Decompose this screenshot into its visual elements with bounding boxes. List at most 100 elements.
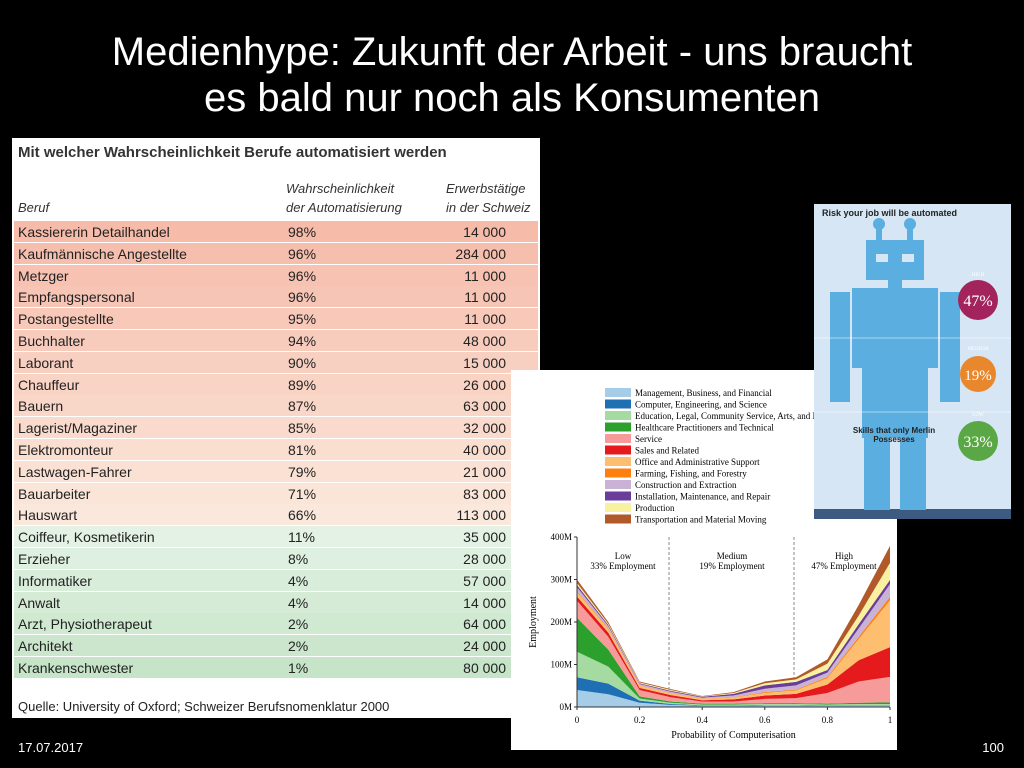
cell-probability: 71%	[288, 485, 317, 502]
cell-probability: 2%	[288, 638, 309, 655]
cell-name: Kaufmännische Angestellte	[18, 245, 187, 262]
cell-employment: 11 000	[464, 289, 506, 306]
slide-title: es bald nur noch als Konsumenten	[204, 76, 820, 120]
cell-employment: 113 000	[456, 507, 506, 524]
floor	[814, 509, 1011, 519]
annotation: Low	[615, 551, 632, 561]
cell-probability: 2%	[288, 616, 309, 633]
x-tick-label: 0.2	[634, 715, 645, 725]
annotation: High	[835, 551, 854, 561]
table-row: Coiffeur, Kosmetikerin 11% 35 000	[14, 526, 538, 548]
cell-probability: 94%	[288, 333, 317, 349]
legend-label: Transportation and Material Moving	[635, 515, 767, 525]
legend-label: Construction and Extraction	[635, 480, 737, 490]
cell-employment: 284 000	[455, 245, 506, 262]
y-axis-label: Employment	[528, 596, 539, 648]
column-header: Erwerbstätige in der Schweiz	[446, 181, 531, 215]
cell-name: Elektromonteur	[18, 442, 113, 458]
y-tick-label: 200M	[550, 617, 572, 627]
cell-probability: 79%	[288, 463, 317, 480]
legend-swatch	[605, 503, 631, 512]
table-row: Informatiker 4% 57 000	[14, 569, 538, 591]
table-row: Bauern 87% 63 000	[14, 395, 538, 417]
risk-level: MEDIUM	[968, 347, 989, 352]
cell-employment: 35 000	[463, 529, 506, 546]
cell-probability: 4%	[288, 594, 309, 611]
table-row: Hauswart 66% 113 000	[14, 504, 538, 526]
cell-employment: 83 000	[463, 485, 506, 502]
cell-name: Lastwagen-Fahrer	[18, 463, 132, 480]
x-tick-label: 1	[888, 715, 893, 725]
legend-label: Production	[635, 503, 675, 513]
cell-name: Bauern	[18, 398, 64, 415]
risk-level: HIGH	[972, 273, 985, 278]
robot-eye	[902, 254, 914, 262]
legend-label: Computer, Engineering, and Science	[635, 400, 767, 410]
legend-swatch	[605, 480, 631, 489]
table-row: Lagerist/Magaziner 85% 32 000	[14, 417, 538, 439]
x-tick-label: 0	[575, 715, 580, 725]
cell-employment: 11 000	[464, 311, 506, 328]
cell-employment: 40 000	[463, 442, 506, 458]
cell-name: Buchhalter	[18, 333, 85, 349]
cell-probability: 98%	[288, 224, 317, 240]
risk-circle	[958, 280, 998, 320]
legend-label: Farming, Fishing, and Forestry	[635, 469, 747, 479]
cell-employment: 14 000	[463, 594, 506, 611]
column-header: Wahrscheinlichkeit der Automatisierung	[286, 181, 402, 215]
cell-employment: 15 000	[463, 354, 506, 371]
annotation: 47% Employment	[811, 561, 877, 571]
caption-box: Skills that only Merlin Possesses	[852, 426, 936, 444]
table-row: Laborant 90% 15 000	[14, 351, 538, 373]
cell-name: Bauarbeiter	[18, 485, 91, 502]
table-row: Bauarbeiter 71% 83 000	[14, 482, 538, 504]
legend-label: Service	[635, 434, 662, 444]
y-tick-label: 100M	[550, 660, 572, 670]
cell-probability: 96%	[288, 267, 317, 284]
legend-swatch	[605, 399, 631, 409]
robot	[830, 218, 960, 510]
page-number: 100	[982, 740, 1004, 755]
table-row: Kaufmännische Angestellte 96% 284 000	[14, 242, 538, 264]
legend-swatch	[605, 457, 631, 466]
table-row: Lastwagen-Fahrer 79% 21 000	[14, 460, 538, 482]
table-row: Arzt, Physiotherapeut 2% 64 000	[14, 613, 538, 635]
legend-swatch	[605, 445, 631, 455]
cell-name: Empfangspersonal	[18, 289, 135, 306]
cell-employment: 26 000	[463, 376, 506, 393]
cell-employment: 24 000	[463, 638, 506, 655]
table-row: Empfangspersonal 96% 11 000	[14, 286, 538, 308]
annotation: Medium	[717, 551, 748, 561]
table-row: Postangestellte 95% 11 000	[14, 308, 538, 330]
legend-swatch	[605, 411, 631, 420]
cell-employment: 21 000	[463, 463, 506, 480]
risk-level: LOW	[972, 413, 984, 418]
annotation: 33% Employment	[590, 561, 656, 571]
slide-title: Medienhype: Zukunft der Arbeit - uns bra…	[111, 30, 913, 74]
cell-name: Postangestellte	[18, 311, 114, 328]
risk-value: 19%	[964, 368, 992, 384]
legend-swatch	[605, 434, 631, 443]
cell-probability: 4%	[288, 572, 309, 589]
risk-value: 33%	[963, 434, 992, 451]
cell-probability: 11%	[288, 529, 315, 546]
risk-circle	[958, 421, 998, 461]
cell-name: Lagerist/Magaziner	[18, 420, 138, 437]
table: Mit welcher Wahrscheinlichkeit Berufe au…	[12, 138, 540, 718]
robot-eye	[876, 254, 888, 262]
table-row: Chauffeur 89% 26 000	[14, 373, 538, 395]
cell-name: Chauffeur	[18, 376, 80, 393]
cell-employment: 80 000	[463, 660, 506, 676]
cell-probability: 90%	[288, 354, 317, 371]
table-title: Mit welcher Wahrscheinlichkeit Berufe au…	[18, 144, 447, 161]
infographic-caption: Skills that only Merlin Possesses	[852, 426, 936, 444]
area	[577, 600, 890, 704]
table-row: Metzger 96% 11 000	[14, 264, 538, 286]
table-row: Architekt 2% 24 000	[14, 635, 538, 657]
legend-swatch	[605, 491, 631, 501]
cell-name: Anwalt	[18, 594, 61, 611]
cell-name: Hauswart	[18, 507, 78, 524]
cell-name: Krankenschwester	[18, 660, 134, 676]
risk-circle	[960, 356, 996, 392]
